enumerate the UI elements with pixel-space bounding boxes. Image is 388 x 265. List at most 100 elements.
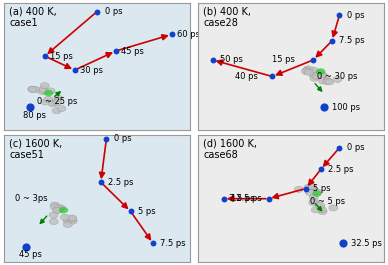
Circle shape	[307, 183, 316, 189]
Circle shape	[54, 205, 63, 211]
Text: 0 ~ 5 ps: 0 ~ 5 ps	[310, 197, 345, 206]
Circle shape	[59, 207, 68, 213]
Circle shape	[50, 202, 59, 208]
Point	[303, 186, 309, 191]
Point	[150, 241, 156, 245]
Text: 0 ps: 0 ps	[347, 143, 364, 152]
Point	[336, 146, 343, 150]
Circle shape	[63, 218, 72, 224]
Text: 5 ps: 5 ps	[313, 184, 331, 193]
Text: 7.5 ps: 7.5 ps	[161, 239, 186, 248]
Point	[113, 49, 119, 53]
Text: 50 ps: 50 ps	[220, 55, 243, 64]
Text: 0 ps: 0 ps	[104, 7, 122, 16]
Circle shape	[53, 99, 62, 105]
Text: (b) 400 K,
case28: (b) 400 K, case28	[203, 6, 251, 28]
Circle shape	[61, 214, 69, 220]
Circle shape	[305, 189, 314, 195]
Circle shape	[57, 105, 66, 112]
Circle shape	[50, 204, 59, 210]
Point	[221, 197, 227, 201]
Circle shape	[309, 200, 318, 206]
Text: 60 ps: 60 ps	[177, 30, 200, 39]
Circle shape	[294, 186, 303, 192]
Circle shape	[302, 68, 311, 74]
Circle shape	[310, 75, 319, 81]
Circle shape	[40, 82, 49, 89]
Circle shape	[323, 78, 332, 84]
Point	[128, 209, 134, 214]
Point	[72, 68, 78, 72]
Point	[210, 58, 216, 62]
Circle shape	[68, 215, 76, 221]
Point	[340, 241, 346, 245]
Circle shape	[311, 207, 320, 213]
Circle shape	[310, 198, 319, 205]
Text: 45 ps: 45 ps	[121, 47, 144, 56]
Circle shape	[316, 202, 325, 208]
Point	[336, 13, 343, 17]
Text: 30 ps: 30 ps	[80, 66, 103, 75]
Circle shape	[317, 206, 326, 213]
Circle shape	[307, 186, 316, 192]
Text: 45 ps: 45 ps	[19, 250, 42, 259]
Point	[310, 58, 316, 62]
Point	[329, 39, 335, 43]
Text: 7.5 ps: 7.5 ps	[229, 194, 255, 203]
Circle shape	[44, 90, 53, 96]
Circle shape	[317, 72, 326, 78]
Circle shape	[63, 222, 72, 228]
Text: 40 ps: 40 ps	[235, 72, 258, 81]
Text: (a) 400 K,
case1: (a) 400 K, case1	[9, 6, 57, 28]
Text: 100 ps: 100 ps	[332, 103, 360, 112]
Circle shape	[50, 100, 59, 106]
Circle shape	[316, 68, 326, 74]
Circle shape	[309, 194, 318, 200]
Circle shape	[66, 218, 74, 224]
Circle shape	[319, 72, 327, 78]
Circle shape	[309, 67, 318, 73]
Circle shape	[38, 88, 47, 94]
Text: 12.5 ps: 12.5 ps	[231, 194, 262, 203]
Text: 0 ~ 25 ps: 0 ~ 25 ps	[37, 98, 78, 107]
Circle shape	[310, 72, 319, 78]
Circle shape	[314, 70, 323, 76]
Circle shape	[313, 189, 322, 195]
Circle shape	[301, 68, 310, 74]
Circle shape	[53, 207, 62, 213]
Text: 5 ps: 5 ps	[138, 207, 156, 216]
Circle shape	[329, 205, 338, 211]
Circle shape	[57, 205, 66, 211]
Text: 0 ~ 30 ps: 0 ~ 30 ps	[317, 72, 357, 81]
Point	[23, 245, 29, 249]
Point	[103, 137, 109, 141]
Text: 15 ps: 15 ps	[50, 52, 73, 61]
Text: 0 ps: 0 ps	[114, 134, 132, 143]
Circle shape	[31, 86, 40, 92]
Circle shape	[312, 73, 321, 79]
Point	[94, 10, 100, 14]
Circle shape	[54, 95, 63, 101]
Point	[168, 32, 175, 37]
Circle shape	[318, 209, 327, 215]
Circle shape	[46, 88, 55, 94]
Circle shape	[41, 99, 50, 105]
Circle shape	[68, 216, 77, 222]
Text: 2.5 ps: 2.5 ps	[328, 165, 354, 174]
Point	[27, 105, 33, 109]
Circle shape	[315, 204, 324, 210]
Circle shape	[52, 108, 61, 114]
Text: 7.5 ps: 7.5 ps	[340, 36, 365, 45]
Text: 2.5 ps: 2.5 ps	[108, 178, 134, 187]
Text: (d) 1600 K,
case68: (d) 1600 K, case68	[203, 139, 257, 161]
Circle shape	[53, 207, 62, 213]
Text: (c) 1600 K,
case51: (c) 1600 K, case51	[9, 139, 63, 161]
Circle shape	[325, 79, 334, 85]
Circle shape	[68, 218, 77, 224]
Circle shape	[41, 89, 50, 95]
Circle shape	[28, 86, 37, 92]
Circle shape	[303, 66, 313, 72]
Circle shape	[312, 191, 322, 197]
Text: 32.5 ps: 32.5 ps	[351, 239, 381, 248]
Circle shape	[323, 79, 332, 85]
